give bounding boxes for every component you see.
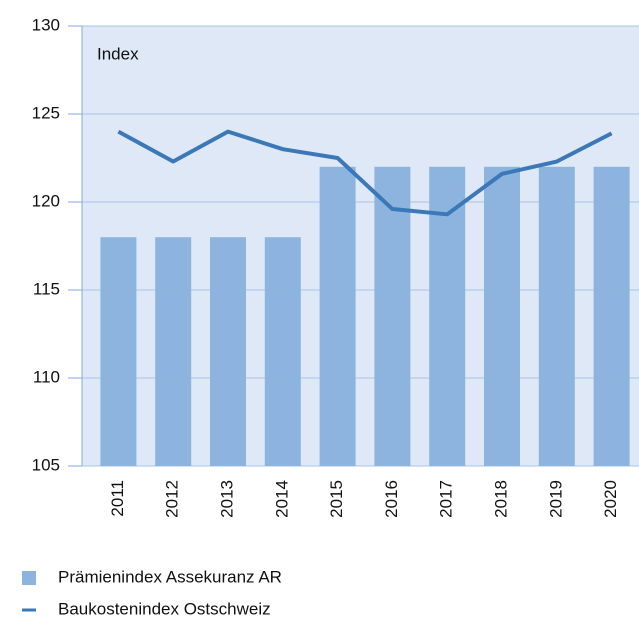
bar bbox=[538, 166, 575, 467]
x-tick-label: 2012 bbox=[163, 480, 182, 518]
x-tick-label: 2017 bbox=[437, 480, 456, 518]
bar bbox=[429, 166, 466, 467]
legend-label: Baukostenindex Ostschweiz bbox=[58, 599, 271, 618]
x-tick-label: 2013 bbox=[217, 480, 236, 518]
x-tick-label: 2016 bbox=[382, 480, 401, 518]
y-tick-label: 130 bbox=[32, 15, 60, 34]
y-tick-label: 120 bbox=[32, 191, 60, 210]
y-tick-label: 125 bbox=[32, 103, 60, 122]
x-tick-label: 2020 bbox=[601, 480, 620, 518]
bar bbox=[374, 166, 411, 467]
annotation: Index bbox=[97, 44, 139, 63]
y-tick-label: 105 bbox=[32, 455, 60, 474]
x-tick-label: 2011 bbox=[108, 480, 127, 517]
bar bbox=[264, 237, 301, 466]
bar bbox=[593, 166, 630, 467]
bar bbox=[100, 237, 137, 466]
bar bbox=[210, 237, 246, 466]
line bbox=[117, 129, 613, 217]
x-tick-label: 2018 bbox=[491, 480, 510, 518]
bar bbox=[155, 237, 192, 466]
y-tick-label: 115 bbox=[33, 279, 60, 298]
bar bbox=[484, 166, 520, 467]
bar bbox=[319, 166, 356, 467]
legend-label: Prämienindex Assekuranz AR bbox=[58, 567, 282, 586]
x-tick-label: 2015 bbox=[327, 480, 346, 518]
x-tick-label: 2014 bbox=[272, 480, 291, 518]
legend-swatch bbox=[22, 571, 36, 585]
x-tick-label: 2019 bbox=[546, 480, 565, 518]
y-tick-label: 110 bbox=[33, 367, 60, 386]
